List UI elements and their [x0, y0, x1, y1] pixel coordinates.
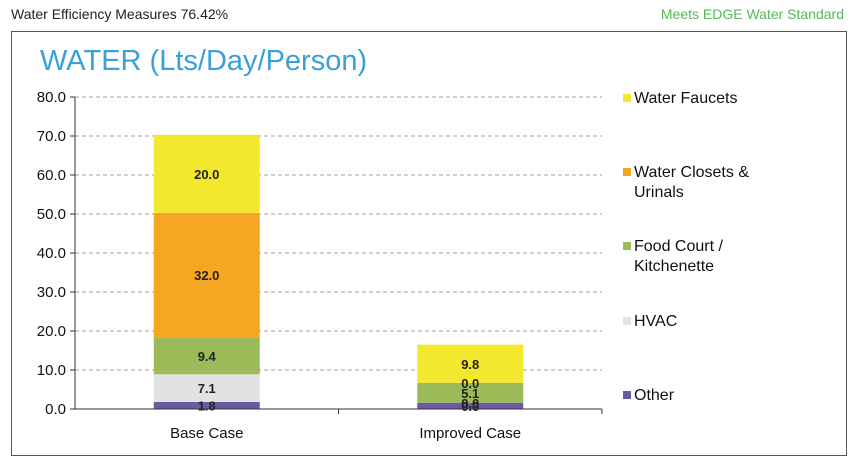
- bar-segment: [417, 402, 524, 409]
- bar-segment: [153, 337, 260, 375]
- bar-segment: [153, 134, 260, 213]
- bar-segment: [153, 401, 260, 409]
- y-tick-label: 0.0: [45, 401, 66, 418]
- legend-swatch: [623, 94, 631, 102]
- data-label: 1.8: [198, 398, 216, 413]
- legend-swatch: [623, 242, 631, 250]
- legend-swatch: [623, 317, 631, 325]
- data-label: 0.0: [461, 376, 479, 391]
- standard-status: Meets EDGE Water Standard: [660, 6, 844, 22]
- y-tick-label: 30.0: [37, 284, 66, 301]
- chart-title: WATER (Lts/Day/Person): [40, 45, 367, 77]
- data-label: 5.1: [461, 386, 479, 401]
- efficiency-headline: Water Efficiency Measures 76.42%: [11, 6, 229, 22]
- legend-label: Food Court /: [634, 238, 723, 255]
- y-tick-label: 70.0: [37, 128, 66, 145]
- data-label: 32.0: [194, 268, 219, 283]
- legend-label: Other: [634, 387, 675, 404]
- y-tick-label: 80.0: [37, 89, 66, 106]
- bar-segment: [153, 212, 260, 338]
- legend-label: Water Closets &: [634, 164, 749, 181]
- data-label: 7.1: [198, 381, 216, 396]
- water-chart: WATER (Lts/Day/Person) 1.8 7.1 9.4 32.0 20.0…: [37, 45, 750, 442]
- bar-segment: [417, 344, 524, 383]
- y-tick-label: 50.0: [37, 206, 66, 223]
- y-tick-label: 10.0: [37, 362, 66, 379]
- data-label: 0.0: [461, 396, 479, 411]
- data-label: 9.8: [461, 357, 479, 372]
- data-label: 0.0: [461, 399, 479, 414]
- data-label: 20.0: [194, 167, 219, 182]
- bar-segment: [153, 374, 260, 402]
- y-tick-label: 20.0: [37, 323, 66, 340]
- y-tick-label: 60.0: [37, 167, 66, 184]
- legend-label: Kitchenette: [634, 258, 714, 275]
- legend-label: Water Faucets: [634, 90, 737, 107]
- legend-label: HVAC: [634, 313, 677, 330]
- summary-bar: Water Efficiency Measures 76.42% Meets E…: [0, 0, 852, 30]
- legend-swatch: [623, 168, 631, 176]
- data-label: 9.4: [198, 349, 217, 364]
- legend-swatch: [623, 391, 631, 399]
- x-tick-label: Improved Case: [419, 425, 521, 442]
- bar-segment: [417, 382, 524, 403]
- y-tick-label: 40.0: [37, 245, 66, 262]
- legend-label: Urinals: [634, 184, 684, 201]
- chart-frame: WATER (Lts/Day/Person) 1.8 7.1 9.4 32.0 20.0…: [11, 31, 847, 456]
- x-tick-label: Base Case: [170, 425, 243, 442]
